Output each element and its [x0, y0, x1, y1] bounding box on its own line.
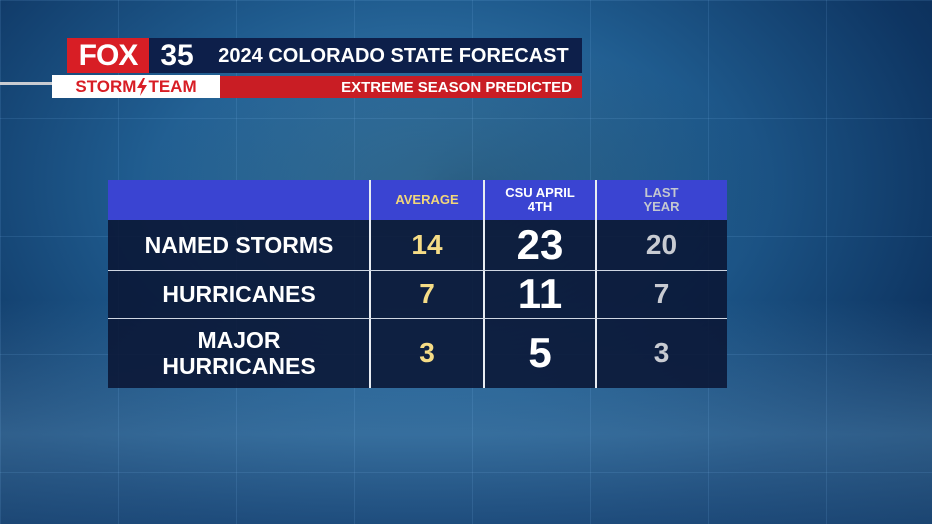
subtitle: EXTREME SEASON PREDICTED: [220, 76, 582, 98]
column-header-text: CSU APRIL 4TH: [505, 185, 575, 214]
table-cell: 20: [645, 229, 678, 260]
column-divider: [595, 180, 597, 388]
row-label: MAJOR HURRICANES: [108, 318, 370, 388]
row-label: HURRICANES: [108, 270, 370, 318]
logo-rule: [0, 82, 54, 85]
column-header: AVERAGE: [370, 180, 484, 220]
column-header-text: LAST YEAR: [643, 185, 680, 214]
logo-team: TEAM: [148, 76, 197, 96]
table-cell: 3: [653, 337, 670, 368]
row-label-text: MAJOR HURRICANES: [162, 327, 316, 379]
row-divider: [108, 318, 727, 319]
row-label: NAMED STORMS: [108, 220, 370, 270]
table-header: [108, 180, 727, 220]
column-divider: [369, 180, 371, 388]
table-cell: 7: [653, 278, 670, 309]
logo-fox: FOX: [67, 38, 149, 73]
column-header: CSU APRIL 4TH: [484, 180, 596, 220]
table-cell: 23: [516, 221, 564, 268]
table-cell: 7: [419, 278, 435, 309]
row-label-text: NAMED STORMS: [144, 232, 334, 258]
table-cell: 14: [411, 229, 443, 260]
table-body: [108, 220, 727, 388]
column-header-text: AVERAGE: [395, 192, 459, 207]
table-cell: 3: [419, 337, 435, 368]
logo-storm-team: STORM TEAM: [52, 75, 220, 98]
row-label-text: HURRICANES: [162, 281, 316, 307]
title: 2024 COLORADO STATE FORECAST: [205, 38, 582, 73]
table-cell: 11: [517, 270, 563, 317]
row-divider: [108, 270, 727, 271]
bolt-icon: [137, 77, 148, 96]
column-header: LAST YEAR: [596, 180, 727, 220]
table-cell: 5: [528, 329, 552, 376]
logo-storm: STORM: [75, 76, 137, 96]
column-divider: [483, 180, 485, 388]
logo-channel: 35: [149, 38, 205, 73]
